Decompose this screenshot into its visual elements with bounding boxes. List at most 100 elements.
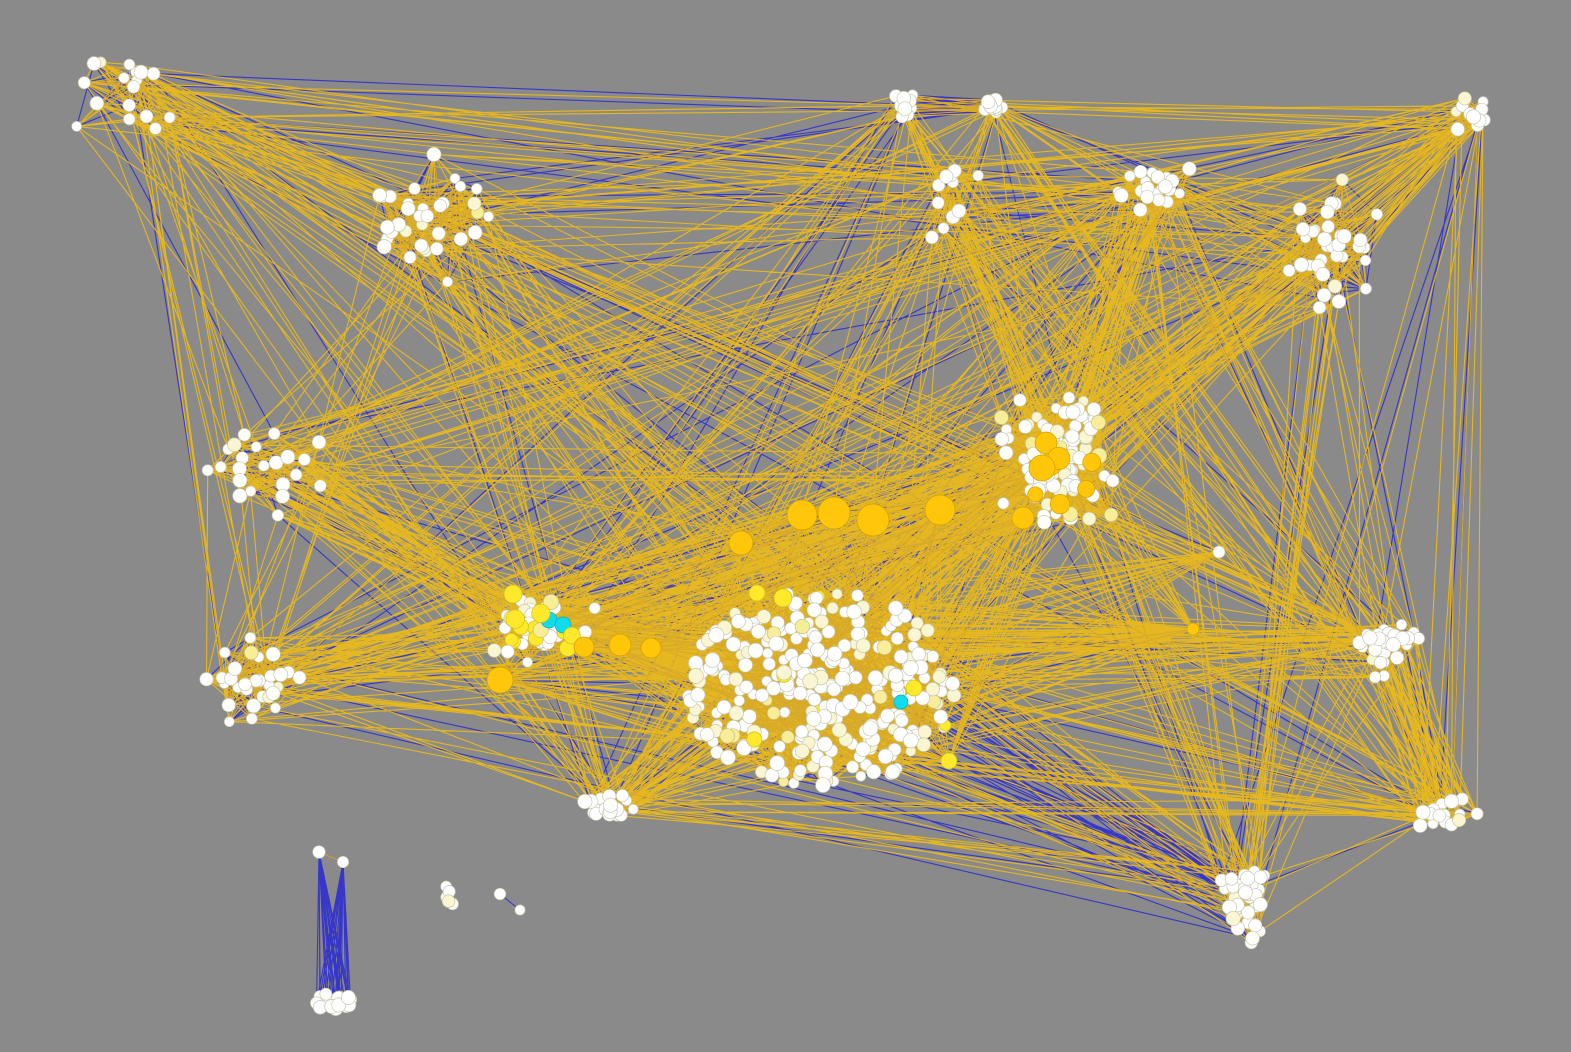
graph-node[interactable] bbox=[876, 639, 893, 656]
graph-node[interactable] bbox=[733, 695, 745, 707]
graph-node[interactable] bbox=[426, 146, 442, 162]
graph-node[interactable] bbox=[1240, 870, 1256, 886]
graph-node[interactable] bbox=[431, 226, 446, 241]
graph-node[interactable] bbox=[877, 748, 894, 765]
graph-node[interactable] bbox=[932, 669, 947, 684]
graph-node[interactable] bbox=[1086, 402, 1102, 417]
graph-node[interactable] bbox=[945, 676, 960, 691]
graph-node[interactable] bbox=[118, 72, 130, 84]
graph-node[interactable] bbox=[1320, 204, 1335, 220]
graph-node[interactable] bbox=[1321, 220, 1335, 234]
graph-node[interactable] bbox=[779, 706, 791, 718]
graph-node[interactable] bbox=[1252, 897, 1268, 913]
hub-node[interactable] bbox=[856, 503, 890, 537]
graph-node[interactable] bbox=[720, 749, 736, 766]
graph-node[interactable] bbox=[227, 437, 242, 453]
graph-node[interactable] bbox=[1241, 905, 1256, 920]
graph-node[interactable] bbox=[467, 196, 482, 211]
graph-node[interactable] bbox=[238, 677, 252, 692]
graph-node[interactable] bbox=[1049, 494, 1071, 515]
graph-node[interactable] bbox=[937, 222, 950, 235]
graph-node[interactable] bbox=[997, 497, 1010, 510]
graph-node[interactable] bbox=[232, 472, 248, 488]
graph-node[interactable] bbox=[340, 990, 356, 1005]
graph-node[interactable] bbox=[885, 764, 901, 780]
graph-node[interactable] bbox=[897, 101, 913, 117]
graph-node[interactable] bbox=[810, 642, 826, 658]
graph-node[interactable] bbox=[704, 652, 721, 668]
graph-node[interactable] bbox=[292, 670, 307, 685]
graph-node[interactable] bbox=[1317, 231, 1332, 247]
graph-node[interactable] bbox=[933, 709, 949, 725]
graph-node[interactable] bbox=[449, 173, 461, 184]
graph-node[interactable] bbox=[1082, 452, 1102, 472]
graph-node[interactable] bbox=[603, 797, 619, 813]
graph-node[interactable] bbox=[265, 685, 281, 701]
graph-node[interactable] bbox=[1013, 393, 1027, 407]
graph-node[interactable] bbox=[1353, 232, 1368, 248]
graph-node[interactable] bbox=[794, 618, 810, 635]
hub-node[interactable] bbox=[1186, 622, 1200, 636]
hub-node[interactable] bbox=[573, 636, 595, 658]
graph-node[interactable] bbox=[139, 109, 154, 124]
graph-node[interactable] bbox=[794, 743, 810, 759]
graph-node[interactable] bbox=[931, 196, 945, 210]
graph-node[interactable] bbox=[1450, 122, 1465, 137]
graph-node[interactable] bbox=[269, 702, 281, 714]
graph-node[interactable] bbox=[980, 94, 996, 109]
graph-node[interactable] bbox=[731, 614, 746, 629]
graph-node[interactable] bbox=[917, 724, 932, 739]
graph-node[interactable] bbox=[627, 803, 639, 815]
graph-node[interactable] bbox=[289, 468, 303, 481]
graph-node[interactable] bbox=[71, 121, 83, 132]
graph-node[interactable] bbox=[441, 894, 456, 908]
graph-node[interactable] bbox=[1103, 507, 1119, 522]
hub-node[interactable] bbox=[1011, 506, 1035, 530]
graph-node[interactable] bbox=[776, 664, 792, 681]
graph-node[interactable] bbox=[1182, 161, 1197, 176]
graph-node[interactable] bbox=[514, 904, 526, 916]
graph-node[interactable] bbox=[851, 589, 864, 602]
graph-node[interactable] bbox=[814, 614, 829, 629]
graph-node[interactable] bbox=[766, 681, 781, 696]
graph-node[interactable] bbox=[429, 241, 444, 256]
graph-node[interactable] bbox=[1031, 411, 1043, 423]
graph-node[interactable] bbox=[807, 692, 822, 707]
graph-node[interactable] bbox=[972, 170, 984, 182]
graph-node[interactable] bbox=[725, 636, 742, 652]
hub-node[interactable] bbox=[773, 588, 793, 608]
graph-node[interactable] bbox=[762, 657, 776, 671]
graph-node[interactable] bbox=[1133, 164, 1148, 179]
hub-node[interactable] bbox=[1028, 454, 1056, 482]
graph-node[interactable] bbox=[298, 453, 311, 466]
graph-node[interactable] bbox=[271, 509, 285, 522]
graph-node[interactable] bbox=[842, 693, 859, 710]
graph-node[interactable] bbox=[1395, 619, 1408, 631]
graph-node[interactable] bbox=[336, 855, 350, 869]
graph-node[interactable] bbox=[522, 656, 533, 668]
graph-node[interactable] bbox=[237, 428, 252, 442]
hub-node[interactable] bbox=[905, 679, 923, 697]
graph-node[interactable] bbox=[769, 755, 785, 771]
graph-node[interactable] bbox=[716, 699, 732, 715]
graph-node[interactable] bbox=[1444, 793, 1459, 809]
graph-node[interactable] bbox=[926, 650, 940, 663]
graph-node[interactable] bbox=[834, 670, 851, 687]
graph-node[interactable] bbox=[86, 56, 102, 71]
graph-node[interactable] bbox=[1238, 885, 1253, 900]
graph-node[interactable] bbox=[1036, 514, 1052, 530]
graph-node[interactable] bbox=[846, 760, 860, 774]
graph-node[interactable] bbox=[1082, 511, 1097, 526]
graph-node[interactable] bbox=[894, 713, 909, 728]
hub-node[interactable] bbox=[728, 530, 754, 556]
graph-node[interactable] bbox=[201, 464, 214, 477]
graph-node[interactable] bbox=[588, 602, 601, 615]
graph-node[interactable] bbox=[932, 178, 946, 192]
graph-node[interactable] bbox=[442, 276, 453, 288]
graph-node[interactable] bbox=[577, 793, 593, 810]
graph-node[interactable] bbox=[920, 623, 935, 638]
graph-node[interactable] bbox=[848, 670, 863, 685]
graph-node[interactable] bbox=[414, 238, 429, 253]
graph-node[interactable] bbox=[827, 682, 841, 697]
graph-node[interactable] bbox=[531, 603, 551, 623]
